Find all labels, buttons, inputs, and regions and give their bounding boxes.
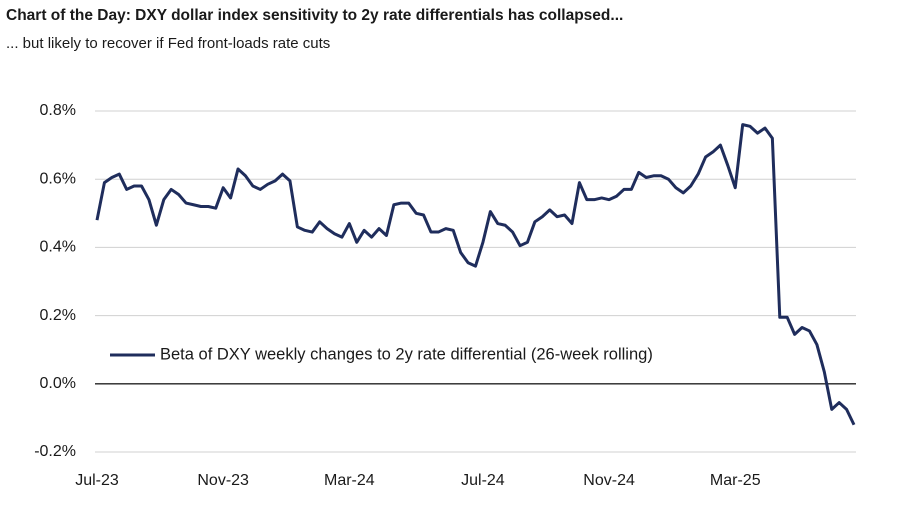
x-tick-label: Jul-23 (75, 472, 119, 489)
x-tick-label: Nov-23 (197, 472, 249, 489)
legend-label: Beta of DXY weekly changes to 2y rate di… (160, 345, 653, 363)
y-tick-label: 0.8% (40, 102, 76, 119)
y-tick-label: -0.2% (34, 443, 76, 460)
chart-subtitle: ... but likely to recover if Fed front-l… (6, 35, 330, 52)
y-tick-label: 0.0% (40, 375, 76, 392)
data-line (95, 123, 856, 426)
x-tick-label: Jul-24 (461, 472, 505, 489)
chart-title: Chart of the Day: DXY dollar index sensi… (6, 7, 623, 24)
x-tick-label: Nov-24 (583, 472, 635, 489)
y-tick-label: 0.6% (40, 170, 76, 187)
y-tick-label: 0.4% (40, 239, 76, 256)
x-tick-label: Mar-25 (710, 472, 761, 489)
y-tick-label: 0.2% (40, 307, 76, 324)
x-tick-label: Mar-24 (324, 472, 375, 489)
